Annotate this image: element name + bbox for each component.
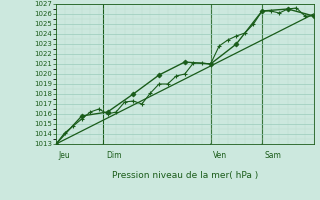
X-axis label: Pression niveau de la mer( hPa ): Pression niveau de la mer( hPa ) [112, 171, 258, 180]
Text: Dim: Dim [106, 151, 121, 160]
Text: Sam: Sam [265, 151, 282, 160]
Text: Ven: Ven [213, 151, 227, 160]
Text: Jeu: Jeu [59, 151, 70, 160]
